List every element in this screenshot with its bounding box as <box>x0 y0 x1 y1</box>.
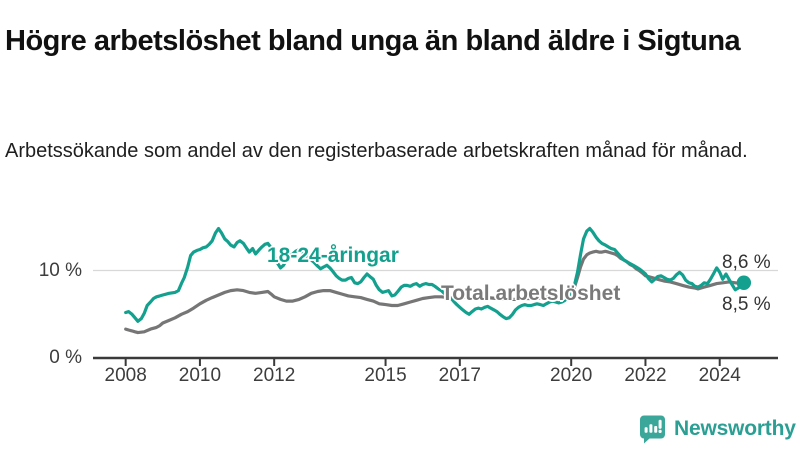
line-chart-canvas <box>93 226 778 366</box>
end-value-label-18-24: 8,6 % <box>722 252 771 273</box>
newsworthy-logo-icon <box>640 415 665 444</box>
y-axis-label-10: 10 % <box>38 259 82 281</box>
x-axis-label-2024: 2024 <box>698 365 741 386</box>
series-label-18-24-aringar: 18-24-åringar <box>267 244 399 267</box>
x-axis-label-2010: 2010 <box>178 365 222 386</box>
end-value-label-total: 8,5 % <box>722 294 771 315</box>
newsworthy-logo-text: Newsworthy <box>674 417 796 440</box>
x-axis-label-2015: 2015 <box>364 365 407 386</box>
line-total-arbetsloshet <box>124 249 746 335</box>
x-axis-label-2017: 2017 <box>438 365 481 386</box>
line-18-24-aringar <box>124 226 746 323</box>
x-axis-label-2022: 2022 <box>624 365 667 386</box>
series-label-total-arbetsloshet: Total arbetslöshet <box>441 282 621 305</box>
chart-subtitle: Arbetssökande som andel av den registerb… <box>5 140 748 162</box>
x-axis-label-2020: 2020 <box>550 365 593 386</box>
x-axis-label-2012: 2012 <box>253 365 296 386</box>
x-axis-label-2008: 2008 <box>104 365 147 386</box>
y-axis-label-0: 0 % <box>49 347 82 368</box>
end-point-dot <box>736 275 752 290</box>
page-title: Högre arbetslöshet bland unga än bland ä… <box>5 25 741 58</box>
newsworthy-logo[interactable]: Newsworthy <box>638 414 796 444</box>
